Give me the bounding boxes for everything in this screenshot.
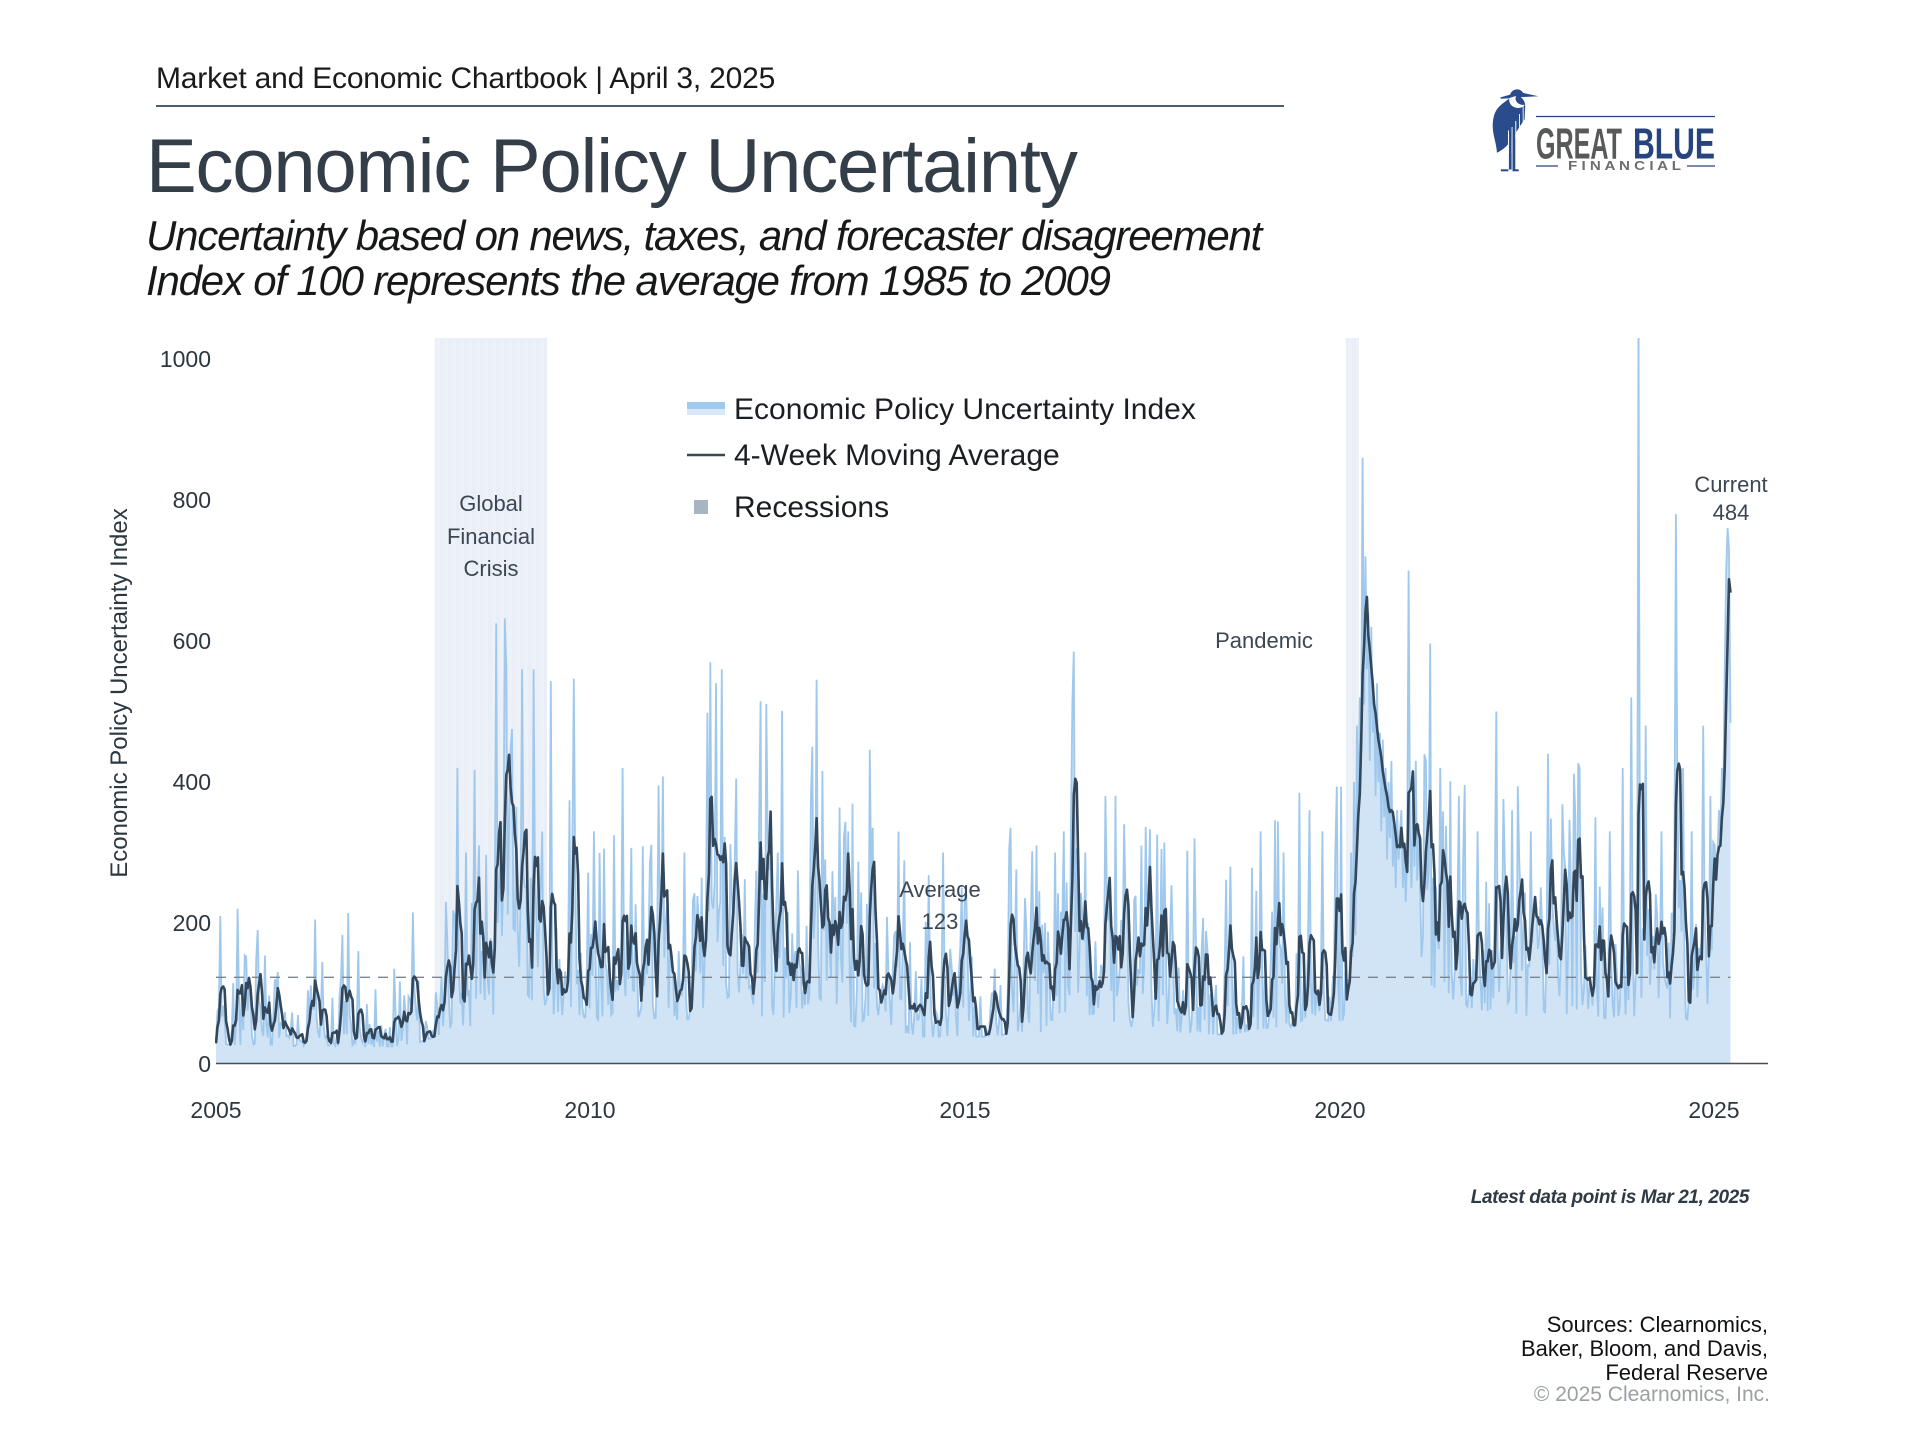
svg-text:Crisis: Crisis [464,556,519,581]
svg-text:GREAT: GREAT [1536,120,1622,169]
svg-text:800: 800 [173,487,211,513]
svg-text:1000: 1000 [160,346,211,372]
svg-text:4-Week Moving Average: 4-Week Moving Average [734,439,1060,472]
svg-text:Economic Policy Uncertainty In: Economic Policy Uncertainty Index [106,508,133,878]
svg-text:600: 600 [173,628,211,654]
svg-text:200: 200 [173,910,211,936]
svg-text:400: 400 [173,769,211,795]
svg-text:F I N A N C I A L: F I N A N C I A L [1568,159,1681,173]
svg-text:0: 0 [198,1051,211,1077]
svg-text:Financial: Financial [447,524,535,549]
svg-text:2020: 2020 [1314,1097,1365,1123]
svg-text:Economic Policy Uncertainty In: Economic Policy Uncertainty Index [734,393,1196,426]
svg-text:Recessions: Recessions [734,491,889,524]
svg-text:Current: Current [1694,472,1767,497]
svg-text:BLUE: BLUE [1633,120,1715,169]
svg-text:Pandemic: Pandemic [1215,628,1313,653]
svg-text:2025: 2025 [1688,1097,1739,1123]
svg-text:2015: 2015 [939,1097,990,1123]
svg-text:2010: 2010 [564,1097,615,1123]
svg-text:123: 123 [922,909,959,934]
svg-text:Global: Global [459,491,523,516]
svg-text:2005: 2005 [190,1097,241,1123]
svg-text:484: 484 [1713,500,1750,525]
svg-text:Average: Average [899,877,981,902]
